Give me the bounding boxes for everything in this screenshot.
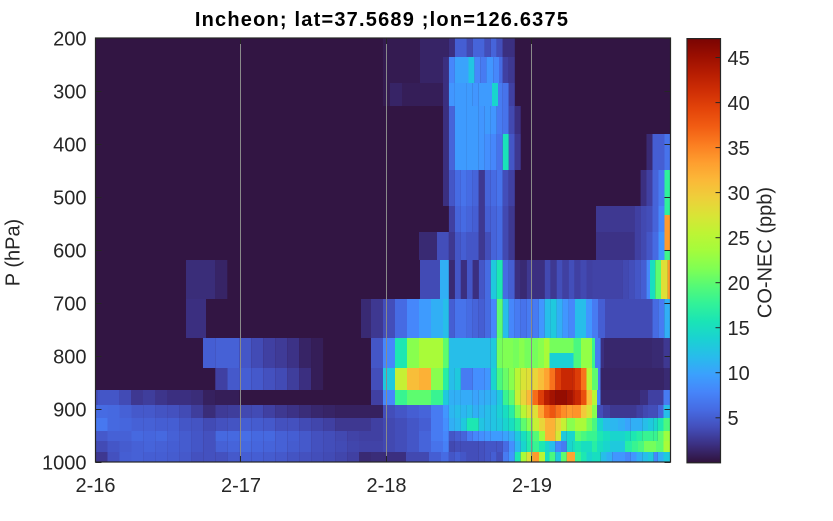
svg-text:600: 600 — [53, 240, 86, 262]
svg-text:2-18: 2-18 — [366, 475, 406, 497]
svg-text:300: 300 — [53, 81, 86, 103]
svg-text:35: 35 — [728, 138, 750, 160]
svg-text:30: 30 — [728, 183, 750, 205]
svg-text:20: 20 — [728, 273, 750, 295]
svg-text:200: 200 — [53, 28, 86, 50]
svg-text:45: 45 — [728, 48, 750, 70]
svg-text:2-17: 2-17 — [221, 475, 261, 497]
svg-text:900: 900 — [53, 399, 86, 421]
svg-text:10: 10 — [728, 363, 750, 385]
svg-text:800: 800 — [53, 346, 86, 368]
svg-text:2-16: 2-16 — [75, 475, 115, 497]
svg-text:40: 40 — [728, 93, 750, 115]
svg-text:1000: 1000 — [42, 452, 87, 474]
svg-text:Incheon; lat=37.5689 ;lon=126.: Incheon; lat=37.5689 ;lon=126.6375 — [195, 9, 569, 31]
svg-text:700: 700 — [53, 293, 86, 315]
svg-text:5: 5 — [728, 408, 739, 430]
svg-text:15: 15 — [728, 318, 750, 340]
svg-text:25: 25 — [728, 228, 750, 250]
svg-text:P (hPa): P (hPa) — [3, 219, 25, 286]
svg-text:CO-NEC (ppb): CO-NEC (ppb) — [755, 187, 777, 318]
svg-text:400: 400 — [53, 134, 86, 156]
svg-text:500: 500 — [53, 187, 86, 209]
svg-text:2-19: 2-19 — [512, 475, 552, 497]
